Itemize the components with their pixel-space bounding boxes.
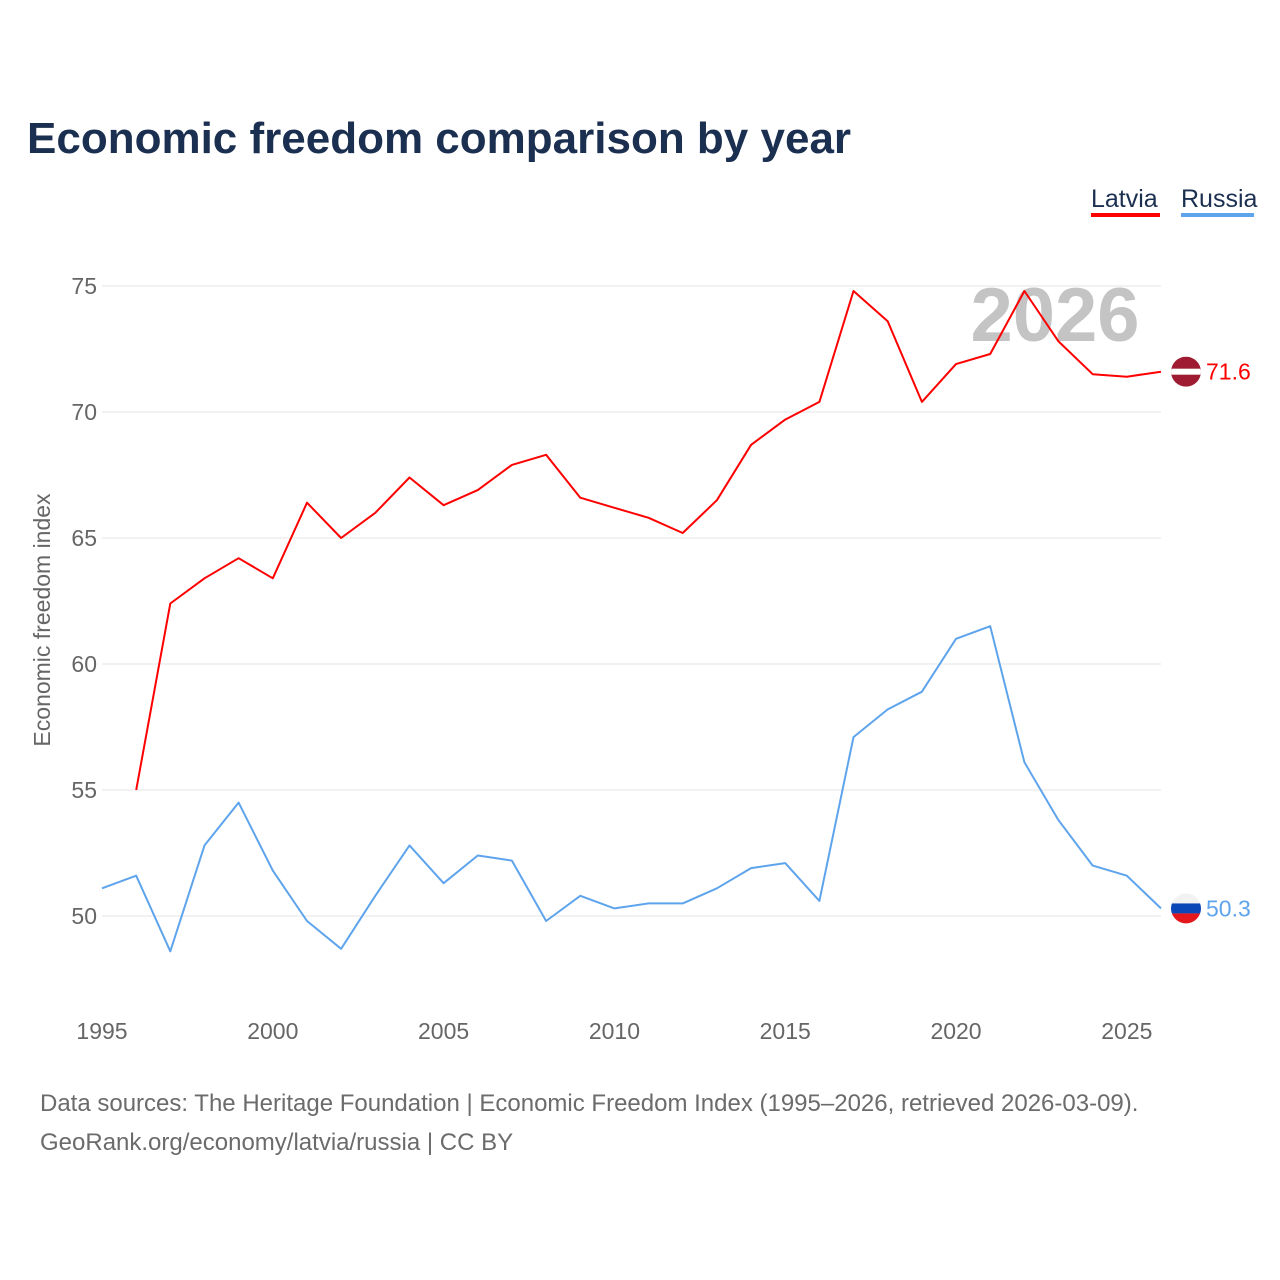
x-tick-label: 2005 (418, 1018, 469, 1044)
y-tick-label: 55 (71, 777, 97, 803)
x-tick-label: 2025 (1101, 1018, 1152, 1044)
y-tick-label: 65 (71, 525, 97, 551)
series-line-latvia (135, 290, 1162, 791)
russia-flag-icon (1171, 893, 1201, 924)
legend-item-russia[interactable]: Russia (1181, 185, 1258, 213)
footer-sources: Data sources: The Heritage Foundation | … (40, 1090, 1138, 1117)
end-value-label: 50.3 (1206, 895, 1251, 921)
x-tick-label: 1995 (76, 1018, 127, 1044)
y-tick-label: 50 (71, 903, 97, 929)
series-group: 71.6 50.3 (101, 290, 1251, 953)
grid: 50 55 60 65 70 75 1995 2000 2005 2010 2015 2020 2025 (71, 273, 1161, 1044)
x-tick-label: 2000 (247, 1018, 298, 1044)
legend-swatch (1091, 213, 1160, 217)
y-tick-label: 60 (71, 651, 97, 677)
latvia-flag-icon (1171, 356, 1201, 387)
series-line-russia (101, 625, 1162, 953)
y-axis-label: Economic freedom index (29, 493, 55, 747)
end-value-label: 71.6 (1206, 359, 1251, 385)
x-tick-label: 2010 (589, 1018, 640, 1044)
y-tick-label: 75 (71, 273, 97, 299)
x-tick-label: 2015 (760, 1018, 811, 1044)
y-tick-label: 70 (71, 399, 97, 425)
chart-title: Economic freedom comparison by year (27, 114, 851, 163)
x-tick-label: 2020 (930, 1018, 981, 1044)
year-watermark: 2026 (970, 273, 1139, 358)
footer-link[interactable]: GeoRank.org/economy/latvia/russia | CC B… (40, 1129, 513, 1156)
legend: Latvia Russia (1091, 185, 1258, 217)
legend-swatch (1181, 213, 1254, 217)
legend-item-latvia[interactable]: Latvia (1091, 185, 1158, 213)
